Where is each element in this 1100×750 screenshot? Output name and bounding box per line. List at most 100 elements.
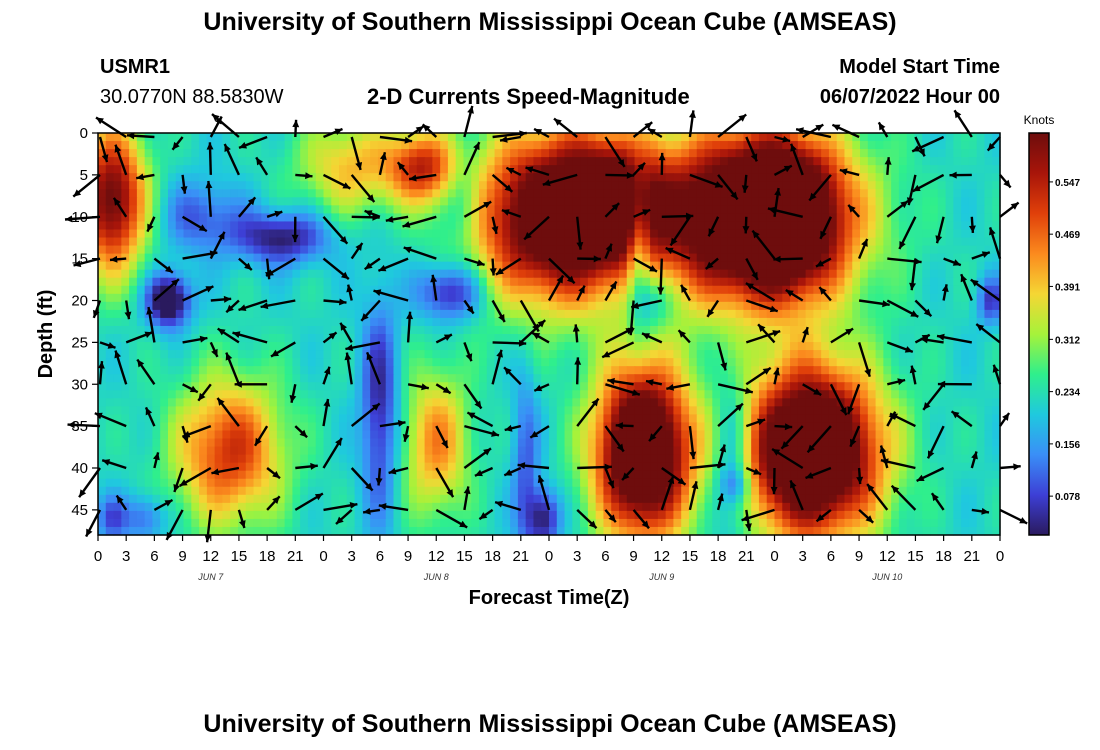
heatmap-cell — [129, 253, 138, 263]
heatmap-cell — [696, 293, 706, 303]
heatmap-cell — [214, 157, 224, 166]
heatmap-cell — [867, 149, 877, 158]
heatmap-cell — [727, 197, 737, 206]
heatmap-cell — [455, 342, 465, 351]
heatmap-cell — [618, 374, 628, 383]
heatmap-cell — [354, 197, 363, 206]
heatmap-cell — [797, 430, 807, 440]
heatmap-cell — [790, 245, 799, 255]
heatmap-cell — [183, 133, 192, 142]
heatmap-cell — [611, 205, 620, 214]
heatmap-cell — [206, 438, 216, 448]
heatmap-cell — [813, 293, 822, 303]
heatmap-cell — [618, 350, 628, 359]
heatmap-cell — [276, 269, 286, 279]
heatmap-cell — [603, 173, 612, 182]
heatmap-cell — [393, 325, 402, 335]
heatmap-cell — [984, 197, 993, 206]
heatmap-cell — [385, 229, 395, 239]
heatmap-cell — [611, 390, 620, 399]
heatmap-cell — [968, 245, 978, 255]
heatmap-cell — [696, 181, 706, 190]
heatmap-cell — [98, 133, 107, 142]
heatmap-cell — [292, 358, 301, 367]
heatmap-cell — [603, 149, 612, 158]
heatmap-cell — [556, 189, 566, 198]
heatmap-cell — [665, 141, 675, 150]
heatmap-cell — [860, 422, 869, 432]
heatmap-cell — [129, 165, 138, 174]
heatmap-cell — [797, 454, 807, 464]
heatmap-cell — [650, 374, 659, 383]
heatmap-cell — [323, 470, 332, 480]
heatmap-cell — [300, 374, 309, 383]
heatmap-cell — [992, 197, 1001, 206]
heatmap-cell — [618, 173, 628, 182]
heatmap-cell — [315, 366, 325, 375]
heatmap-cell — [105, 253, 115, 263]
heatmap-cell — [199, 325, 208, 335]
heatmap-cell — [580, 390, 589, 399]
heatmap-cell — [160, 173, 169, 182]
heatmap-cell — [98, 414, 107, 424]
heatmap-cell — [463, 173, 472, 182]
heatmap-cell — [805, 165, 814, 174]
heatmap-cell — [696, 398, 706, 407]
heatmap-cell — [455, 157, 465, 166]
heatmap-cell — [906, 157, 916, 166]
heatmap-cell — [362, 197, 371, 206]
heatmap-cell — [953, 165, 962, 174]
heatmap-cell — [424, 398, 433, 407]
heatmap-cell — [852, 189, 861, 198]
heatmap-cell — [696, 285, 706, 295]
heatmap-cell — [790, 462, 799, 472]
heatmap-cell — [657, 366, 667, 375]
heatmap-cell — [735, 269, 744, 279]
heatmap-cell — [315, 213, 325, 223]
heatmap-cell — [269, 221, 278, 231]
heatmap-cell — [922, 366, 931, 375]
heatmap-cell — [424, 325, 433, 335]
heatmap-cell — [167, 133, 177, 142]
heatmap-cell — [113, 189, 122, 198]
heatmap-cell — [463, 470, 472, 480]
heatmap-cell — [191, 197, 200, 206]
heatmap-cell — [751, 342, 760, 351]
heatmap-cell — [828, 301, 838, 311]
heatmap-cell — [634, 309, 643, 319]
heatmap-cell — [673, 221, 682, 231]
heatmap-cell — [175, 181, 185, 190]
heatmap-cell — [611, 462, 620, 472]
heatmap-cell — [346, 213, 356, 223]
heatmap-cell — [253, 374, 262, 383]
heatmap-cell — [564, 342, 573, 351]
heatmap-cell — [704, 221, 713, 231]
heatmap-cell — [618, 462, 628, 472]
heatmap-cell — [650, 205, 659, 214]
heatmap-cell — [844, 430, 853, 440]
heatmap-cell — [183, 173, 192, 182]
heatmap-cell — [175, 245, 185, 255]
heatmap-cell — [844, 317, 853, 327]
heatmap-cell — [121, 350, 130, 359]
heatmap-cell — [549, 173, 558, 182]
heatmap-cell — [922, 422, 931, 432]
heatmap-cell — [393, 334, 402, 343]
heatmap-cell — [634, 462, 643, 472]
heatmap-cell — [253, 269, 262, 279]
heatmap-cell — [891, 390, 900, 399]
heatmap-cell — [167, 414, 177, 424]
heatmap-cell — [230, 133, 239, 142]
heatmap-cell — [961, 382, 970, 391]
heatmap-cell — [860, 430, 869, 440]
heatmap-cell — [992, 269, 1001, 279]
heatmap-cell — [315, 438, 325, 448]
heatmap-cell — [564, 374, 573, 383]
heatmap-cell — [587, 237, 597, 247]
heatmap-cell — [712, 301, 721, 311]
heatmap-cell — [175, 406, 185, 415]
heatmap-cell — [525, 430, 535, 440]
heatmap-cell — [307, 173, 317, 182]
heatmap-cell — [385, 173, 395, 182]
heatmap-cell — [331, 133, 340, 142]
